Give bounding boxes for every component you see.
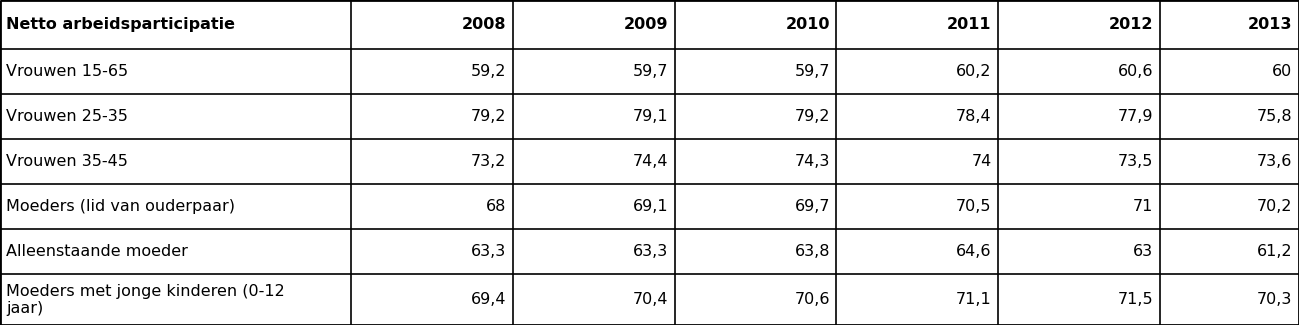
Text: 73,6: 73,6 — [1257, 154, 1293, 169]
Bar — [1160, 274, 1299, 325]
Bar — [1160, 229, 1299, 274]
Bar — [351, 274, 513, 325]
Bar — [837, 184, 998, 229]
Text: 63,3: 63,3 — [633, 244, 668, 259]
Text: 73,2: 73,2 — [472, 154, 507, 169]
Text: 79,2: 79,2 — [472, 109, 507, 124]
Bar — [674, 184, 837, 229]
Text: 60,2: 60,2 — [956, 64, 991, 79]
Bar — [0, 184, 351, 229]
Bar — [0, 274, 351, 325]
Text: Moeders (lid van ouderpaar): Moeders (lid van ouderpaar) — [6, 199, 235, 214]
Text: 2008: 2008 — [462, 17, 507, 32]
Bar — [998, 229, 1160, 274]
Text: 64,6: 64,6 — [956, 244, 991, 259]
Text: 2010: 2010 — [786, 17, 830, 32]
Bar — [674, 229, 837, 274]
Bar — [513, 0, 674, 49]
Bar — [998, 274, 1160, 325]
Bar — [351, 0, 513, 49]
Text: Alleenstaande moeder: Alleenstaande moeder — [6, 244, 188, 259]
Text: 2009: 2009 — [624, 17, 668, 32]
Bar — [998, 139, 1160, 184]
Bar — [837, 139, 998, 184]
Text: 70,3: 70,3 — [1257, 292, 1293, 307]
Text: 63,8: 63,8 — [795, 244, 830, 259]
Bar — [0, 94, 351, 139]
Text: 74,4: 74,4 — [633, 154, 668, 169]
Text: Vrouwen 15-65: Vrouwen 15-65 — [6, 64, 129, 79]
Bar — [674, 139, 837, 184]
Bar — [674, 274, 837, 325]
Text: 63,3: 63,3 — [472, 244, 507, 259]
Bar — [513, 274, 674, 325]
Text: 69,7: 69,7 — [795, 199, 830, 214]
Bar — [998, 94, 1160, 139]
Bar — [837, 49, 998, 94]
Text: 2012: 2012 — [1109, 17, 1154, 32]
Text: 77,9: 77,9 — [1118, 109, 1154, 124]
Bar — [0, 139, 351, 184]
Bar — [998, 0, 1160, 49]
Bar — [837, 229, 998, 274]
Text: 61,2: 61,2 — [1257, 244, 1293, 259]
Text: 63: 63 — [1133, 244, 1154, 259]
Text: 69,1: 69,1 — [633, 199, 668, 214]
Bar — [513, 49, 674, 94]
Bar — [837, 274, 998, 325]
Bar — [351, 94, 513, 139]
Bar — [837, 0, 998, 49]
Bar — [1160, 49, 1299, 94]
Text: 74: 74 — [972, 154, 991, 169]
Bar — [351, 139, 513, 184]
Bar — [0, 229, 351, 274]
Text: 78,4: 78,4 — [956, 109, 991, 124]
Bar — [0, 0, 351, 49]
Bar — [0, 49, 351, 94]
Bar — [837, 94, 998, 139]
Text: 59,2: 59,2 — [472, 64, 507, 79]
Bar — [351, 229, 513, 274]
Text: 74,3: 74,3 — [795, 154, 830, 169]
Text: 71: 71 — [1133, 199, 1154, 214]
Bar — [351, 184, 513, 229]
Text: Moeders met jonge kinderen (0-12
jaar): Moeders met jonge kinderen (0-12 jaar) — [6, 283, 286, 316]
Bar — [1160, 139, 1299, 184]
Text: 79,2: 79,2 — [795, 109, 830, 124]
Bar — [674, 49, 837, 94]
Bar — [1160, 94, 1299, 139]
Bar — [351, 49, 513, 94]
Bar — [998, 184, 1160, 229]
Text: 70,4: 70,4 — [633, 292, 668, 307]
Text: Vrouwen 35-45: Vrouwen 35-45 — [6, 154, 129, 169]
Bar — [513, 229, 674, 274]
Text: 59,7: 59,7 — [795, 64, 830, 79]
Text: 75,8: 75,8 — [1257, 109, 1293, 124]
Bar — [513, 184, 674, 229]
Text: 2011: 2011 — [947, 17, 991, 32]
Text: Netto arbeidsparticipatie: Netto arbeidsparticipatie — [6, 17, 235, 32]
Text: 71,1: 71,1 — [956, 292, 991, 307]
Bar — [1160, 184, 1299, 229]
Text: 59,7: 59,7 — [633, 64, 668, 79]
Text: 60,6: 60,6 — [1118, 64, 1154, 79]
Bar — [513, 94, 674, 139]
Text: 70,2: 70,2 — [1257, 199, 1293, 214]
Text: 71,5: 71,5 — [1117, 292, 1154, 307]
Bar — [998, 49, 1160, 94]
Text: 70,6: 70,6 — [795, 292, 830, 307]
Text: 73,5: 73,5 — [1118, 154, 1154, 169]
Text: 69,4: 69,4 — [472, 292, 507, 307]
Bar — [674, 0, 837, 49]
Text: 2013: 2013 — [1248, 17, 1293, 32]
Text: 70,5: 70,5 — [956, 199, 991, 214]
Bar — [1160, 0, 1299, 49]
Bar — [674, 94, 837, 139]
Bar — [513, 139, 674, 184]
Text: 79,1: 79,1 — [633, 109, 668, 124]
Text: 60: 60 — [1272, 64, 1293, 79]
Text: 68: 68 — [486, 199, 507, 214]
Text: Vrouwen 25-35: Vrouwen 25-35 — [6, 109, 129, 124]
